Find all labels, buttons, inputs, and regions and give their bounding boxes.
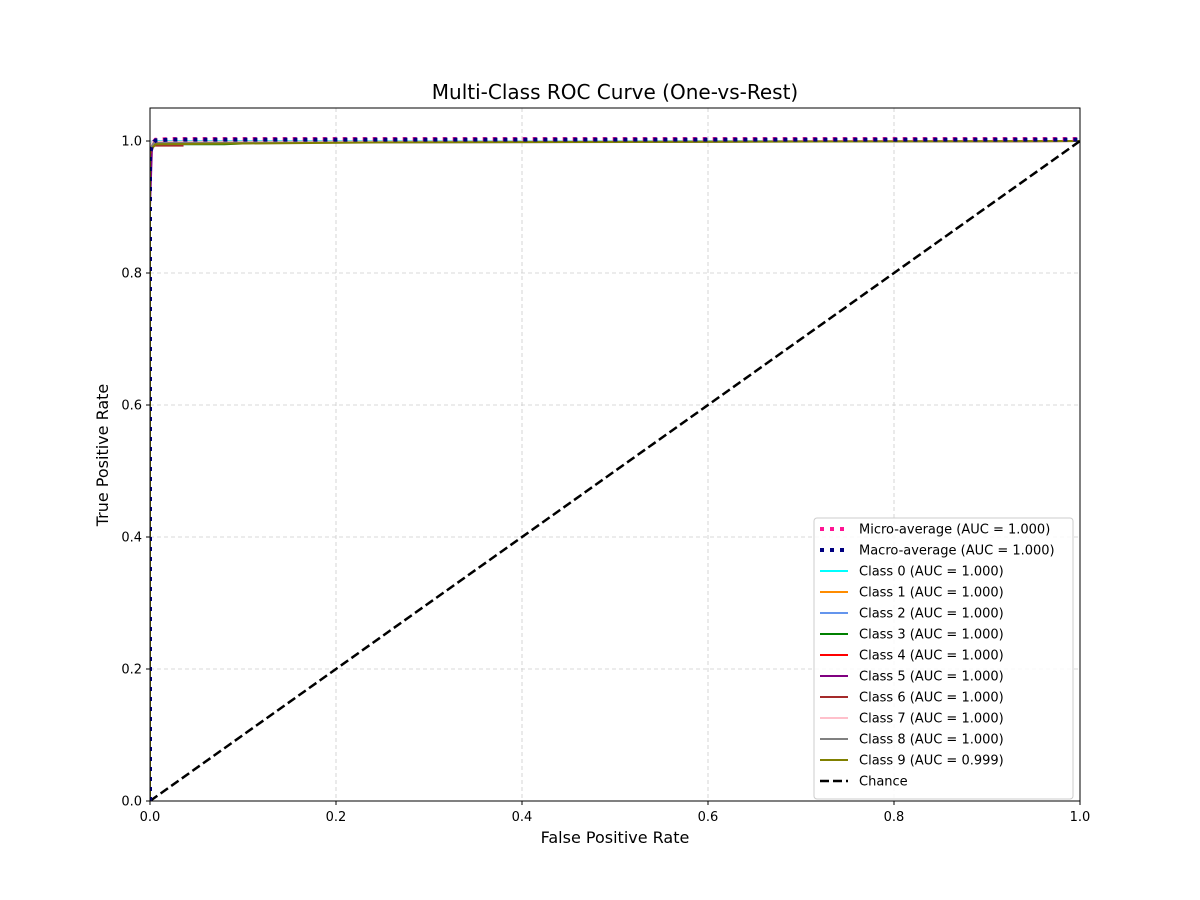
legend-label: Class 6 (AUC = 1.000) <box>859 691 1004 706</box>
x-tick-label: 1.0 <box>1070 810 1091 825</box>
x-tick-label: 0.4 <box>512 810 533 825</box>
legend: Micro-average (AUC = 1.000) Macro-average… <box>813 517 1074 800</box>
chart-title: Multi-Class ROC Curve (One-vs-Rest) <box>432 80 798 104</box>
y-tick-label: 1.0 <box>121 135 142 150</box>
y-axis-ticks: 0.0 0.2 0.4 0.6 0.8 1.0 <box>121 135 150 810</box>
legend-label: Class 0 (AUC = 1.000) <box>859 565 1004 580</box>
legend-label: Class 8 (AUC = 1.000) <box>859 733 1004 748</box>
legend-box <box>813 517 1074 800</box>
x-axis-label: False Positive Rate <box>541 828 690 847</box>
x-tick-label: 0.6 <box>698 810 719 825</box>
legend-label: Class 7 (AUC = 1.000) <box>859 712 1004 727</box>
plot-frame <box>149 107 1081 802</box>
series-line-chance <box>150 139 1080 801</box>
legend-label: Class 5 (AUC = 1.000) <box>859 670 1004 685</box>
x-axis-ticks: 0.0 0.2 0.4 0.6 0.8 1.0 <box>140 801 1091 825</box>
series-line-class-9 <box>150 140 1080 801</box>
legend-label: Micro-average (AUC = 1.000) <box>859 523 1050 538</box>
y-tick-label: 0.4 <box>121 531 142 546</box>
y-tick-label: 0.0 <box>121 795 142 810</box>
y-tick-label: 0.2 <box>121 663 142 678</box>
y-tick-label: 0.8 <box>121 267 142 282</box>
y-tick-label: 0.6 <box>121 399 142 414</box>
x-tick-label: 0.8 <box>884 810 905 825</box>
y-axis-label: True Positive Rate <box>93 384 112 528</box>
series-layer <box>150 137 1080 801</box>
legend-label: Class 2 (AUC = 1.000) <box>859 607 1004 622</box>
legend-label: Chance <box>859 775 908 790</box>
x-tick-label: 0.2 <box>326 810 347 825</box>
legend-label: Class 1 (AUC = 1.000) <box>859 586 1004 601</box>
x-tick-label: 0.0 <box>140 810 161 825</box>
legend-label: Class 9 (AUC = 0.999) <box>859 754 1004 769</box>
legend-label: Class 3 (AUC = 1.000) <box>859 628 1004 643</box>
legend-label: Class 4 (AUC = 1.000) <box>859 649 1004 664</box>
legend-label: Macro-average (AUC = 1.000) <box>859 544 1055 559</box>
